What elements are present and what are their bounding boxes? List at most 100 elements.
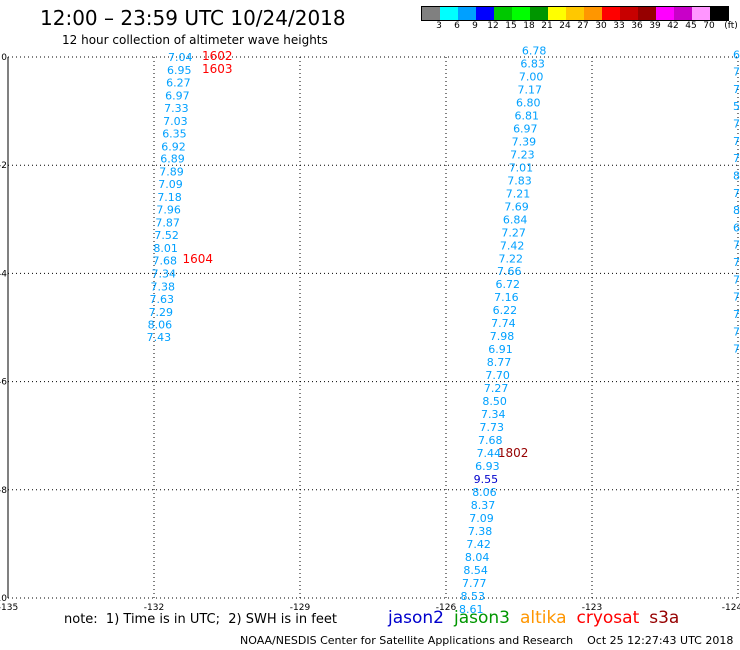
x-tick-label: -132 xyxy=(144,603,164,613)
swh-value: 8.54 xyxy=(463,564,488,577)
swh-value: 6.72 xyxy=(496,278,521,291)
color-scale-label: 18 xyxy=(523,21,535,31)
swh-value: 8.06 xyxy=(472,486,497,499)
y-tick-label: -6 xyxy=(0,378,7,388)
color-scale-unit: (ft) xyxy=(724,21,738,31)
swh-value-clipped: 7. xyxy=(733,118,740,131)
color-swatch xyxy=(458,7,476,20)
swh-value: 7.42 xyxy=(500,239,525,252)
color-swatch xyxy=(494,7,512,20)
color-scale-label: 3 xyxy=(436,21,442,31)
y-tick-label: -2 xyxy=(0,161,7,171)
swh-value: 7.04 xyxy=(168,51,193,64)
mission-legend-jason2: jason2 xyxy=(388,608,444,628)
swh-value: 7.22 xyxy=(498,252,523,265)
color-swatch xyxy=(566,7,584,20)
color-scale-label: 12 xyxy=(487,21,499,31)
swh-value-clipped: 7 xyxy=(733,273,740,286)
swh-value: 7.68 xyxy=(478,434,503,447)
color-scale-label: 15 xyxy=(505,21,517,31)
swh-value: 7.63 xyxy=(150,293,175,306)
swh-value: 7.69 xyxy=(504,200,529,213)
swh-value-clipped: 7. xyxy=(733,239,740,252)
swh-value: 7.17 xyxy=(517,83,542,96)
mission-legend-altika: altika xyxy=(520,608,567,628)
swh-value: 6.84 xyxy=(503,213,528,226)
swh-value: 7.23 xyxy=(510,148,535,161)
color-swatch xyxy=(440,7,458,20)
color-swatch xyxy=(422,7,440,20)
swh-value: 7.27 xyxy=(484,382,509,395)
color-scale-label: 30 xyxy=(595,21,607,31)
color-scale-label: 6 xyxy=(454,21,460,31)
color-scale-bar xyxy=(421,6,729,21)
swh-value: 6.83 xyxy=(520,57,545,70)
color-swatch xyxy=(512,7,530,20)
color-swatch xyxy=(656,7,674,20)
color-scale-label: 33 xyxy=(613,21,625,31)
color-swatch xyxy=(710,7,728,20)
time-label: 1602 xyxy=(202,49,233,63)
swh-value: 7.98 xyxy=(490,330,515,343)
mission-legend: jason2 jason3 altika cryosat s3a xyxy=(388,608,689,628)
swh-value: 6.91 xyxy=(488,343,513,356)
swh-value: 8.37 xyxy=(471,499,496,512)
swh-value: 6.92 xyxy=(161,140,186,153)
x-tick-label: -126 xyxy=(436,603,457,613)
swh-value: 6.22 xyxy=(493,304,518,317)
swh-value: 6.35 xyxy=(162,127,187,140)
swh-value: 7.87 xyxy=(155,217,180,230)
color-scale-label: 21 xyxy=(541,21,553,31)
time-label: 1802 xyxy=(498,446,529,460)
y-tick-label: -4 xyxy=(0,269,7,279)
color-scale-label: 70 xyxy=(703,21,715,31)
x-tick-label: -129 xyxy=(290,603,311,613)
color-swatch xyxy=(602,7,620,20)
color-swatch xyxy=(620,7,638,20)
swh-value: 6.89 xyxy=(160,153,185,166)
color-swatch xyxy=(548,7,566,20)
swh-value-clipped: 7 xyxy=(733,291,740,304)
chart-subtitle: 12 hour collection of altimeter wave hei… xyxy=(62,33,328,47)
color-swatch xyxy=(692,7,710,20)
swh-value: 7.39 xyxy=(512,135,537,148)
swh-value: 8.61 xyxy=(459,603,484,616)
color-scale-labels: 3 6 9 12 15 18 21 24 27 30 33 36 39 42 45 70 (ft) xyxy=(421,21,740,33)
mission-legend-jason3: jason3 xyxy=(454,608,510,628)
swh-value: 7.74 xyxy=(491,317,516,330)
swh-value: 7.09 xyxy=(158,178,183,191)
swh-value: 8.01 xyxy=(153,242,178,255)
swh-value: 7.70 xyxy=(485,369,510,382)
color-swatch xyxy=(674,7,692,20)
swh-value: 7.33 xyxy=(164,102,189,115)
swh-value: 7.52 xyxy=(154,229,179,242)
color-scale-label: 27 xyxy=(577,21,589,31)
swh-value: 6.97 xyxy=(513,122,538,135)
swh-value: 7.43 xyxy=(147,331,172,344)
swh-value-clipped: 7 xyxy=(733,343,740,356)
color-scale-label: 39 xyxy=(649,21,661,31)
swh-value: 6.97 xyxy=(165,89,190,102)
swh-value: 7.18 xyxy=(157,191,182,204)
swh-value-clipped: 5. xyxy=(733,100,740,113)
y-tick-label: -10 xyxy=(0,594,7,604)
swh-value: 7.29 xyxy=(149,306,174,319)
chart-title: 12:00 – 23:59 UTC 10/24/2018 xyxy=(40,6,346,30)
time-label: 1604 xyxy=(183,252,214,266)
color-scale-label: 9 xyxy=(472,21,478,31)
swh-value-clipped: 7 xyxy=(733,308,740,321)
color-swatch xyxy=(530,7,548,20)
swh-value: 7.89 xyxy=(159,166,184,179)
swh-value-clipped: 6 xyxy=(733,48,740,61)
swh-value-clipped: 7 xyxy=(733,325,740,338)
swh-value: 8.04 xyxy=(465,551,490,564)
swh-value: 7.21 xyxy=(506,187,531,200)
swh-value-clipped: 7. xyxy=(733,135,740,148)
swh-value: 7.38 xyxy=(468,525,493,538)
swh-value: 7.34 xyxy=(481,408,506,421)
color-scale-label: 24 xyxy=(559,21,571,31)
y-tick-label: 0 xyxy=(1,53,7,63)
swh-value: 7.00 xyxy=(519,70,544,83)
swh-value: 6.27 xyxy=(166,76,191,89)
units-note: note: 1) Time is in UTC; 2) SWH is in fe… xyxy=(64,612,337,627)
